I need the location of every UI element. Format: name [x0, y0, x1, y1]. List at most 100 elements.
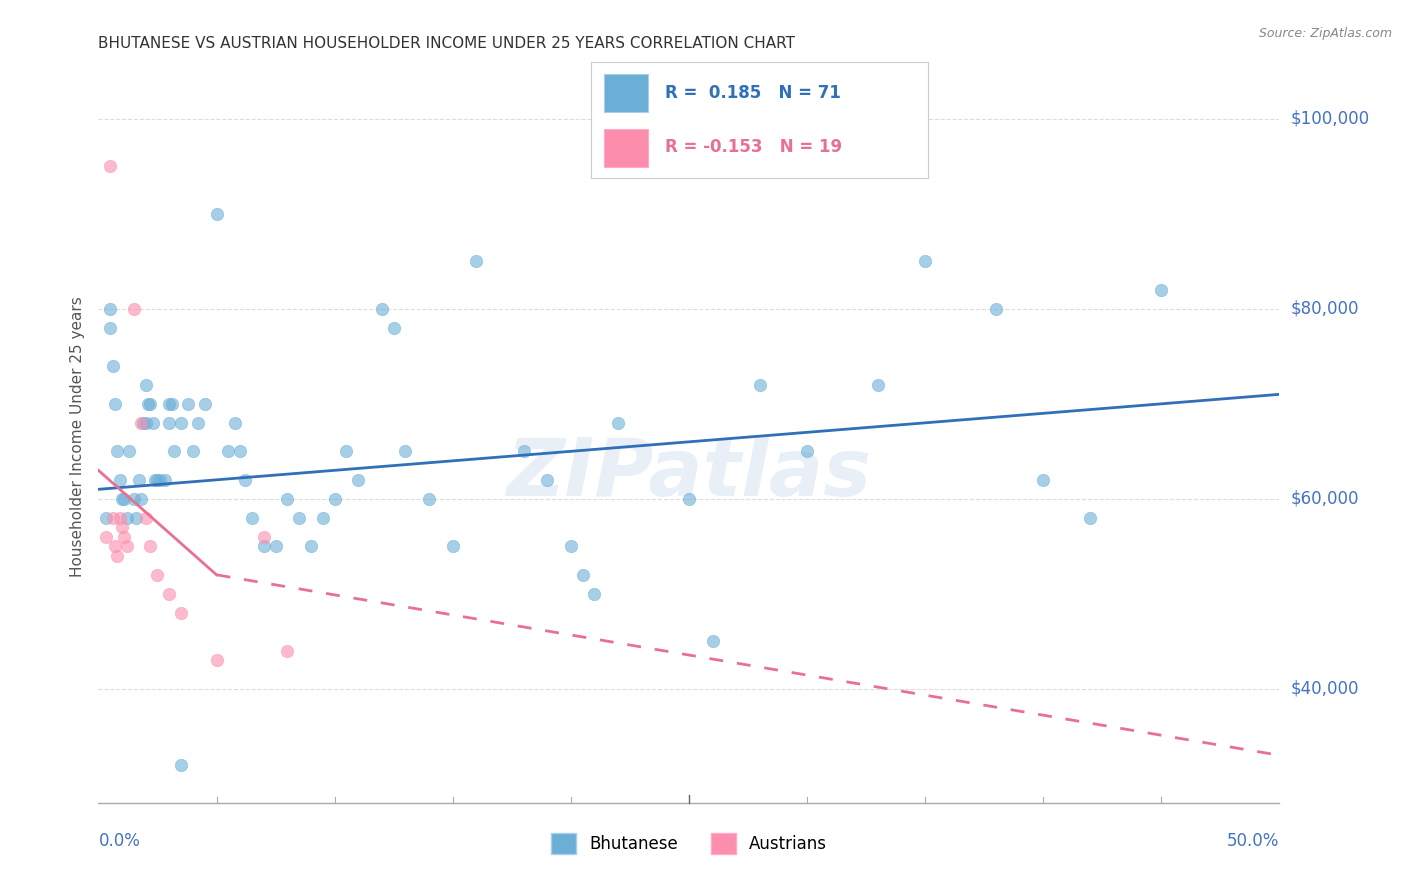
Point [205, 653, 228, 667]
Text: Source: ZipAtlas.com: Source: ZipAtlas.com [1258, 27, 1392, 40]
Text: ZIPatlas: ZIPatlas [506, 434, 872, 513]
Point [194, 397, 217, 411]
Point [394, 444, 416, 458]
Point [288, 511, 311, 525]
Text: BHUTANESE VS AUSTRIAN HOUSEHOLDER INCOME UNDER 25 YEARS CORRELATION CHART: BHUTANESE VS AUSTRIAN HOUSEHOLDER INCOME… [98, 36, 796, 51]
Text: 0.0%: 0.0% [98, 832, 141, 850]
Point [129, 416, 152, 430]
Point [181, 444, 204, 458]
Point [217, 444, 239, 458]
Point [136, 397, 159, 411]
Point [115, 511, 138, 525]
Point [347, 473, 370, 487]
Point [104, 539, 127, 553]
Point [1080, 511, 1102, 525]
Point [163, 444, 186, 458]
Point [276, 644, 298, 658]
Point [122, 491, 145, 506]
Point [122, 301, 145, 316]
Text: 50.0%: 50.0% [1227, 832, 1279, 850]
Point [335, 444, 357, 458]
Point [157, 416, 180, 430]
Point [111, 491, 134, 506]
Point [115, 539, 138, 553]
Point [748, 377, 770, 392]
Point [170, 606, 193, 620]
Point [323, 491, 346, 506]
Point [105, 549, 128, 563]
Point [98, 159, 121, 173]
Point [299, 539, 322, 553]
Point [108, 511, 131, 525]
Text: $40,000: $40,000 [1291, 680, 1360, 698]
Point [98, 301, 121, 316]
Y-axis label: Householder Income Under 25 years: Householder Income Under 25 years [69, 297, 84, 577]
Point [465, 254, 488, 268]
Point [118, 444, 141, 458]
Point [224, 416, 246, 430]
Point [1032, 473, 1054, 487]
Point [139, 539, 162, 553]
Point [128, 473, 150, 487]
Point [149, 473, 172, 487]
Point [146, 567, 169, 582]
Point [229, 444, 252, 458]
Point [571, 567, 593, 582]
Point [253, 539, 276, 553]
Point [129, 491, 152, 506]
Point [678, 491, 700, 506]
Point [177, 397, 200, 411]
Legend: Bhutanese, Austrians: Bhutanese, Austrians [544, 827, 834, 860]
Point [187, 416, 209, 430]
Point [607, 416, 630, 430]
Point [512, 444, 534, 458]
Point [112, 491, 135, 506]
Point [125, 511, 148, 525]
Point [112, 530, 135, 544]
Text: $100,000: $100,000 [1291, 110, 1369, 128]
Point [560, 539, 582, 553]
Point [371, 301, 394, 316]
Point [135, 377, 157, 392]
Point [382, 321, 405, 335]
Point [146, 473, 169, 487]
Point [142, 416, 165, 430]
Point [101, 511, 124, 525]
Point [914, 254, 936, 268]
Point [111, 520, 134, 534]
Point [135, 416, 157, 430]
Point [157, 397, 180, 411]
Point [276, 491, 298, 506]
Point [866, 377, 889, 392]
Point [312, 511, 335, 525]
Point [94, 530, 117, 544]
Point [253, 530, 276, 544]
Point [1150, 283, 1173, 297]
FancyBboxPatch shape [605, 74, 648, 112]
Point [418, 491, 440, 506]
Point [233, 473, 256, 487]
Point [441, 539, 464, 553]
Point [583, 587, 606, 601]
Point [132, 416, 155, 430]
Point [205, 207, 228, 221]
Point [264, 539, 287, 553]
Point [702, 634, 724, 648]
Point [108, 473, 131, 487]
Point [104, 397, 127, 411]
Text: R = -0.153   N = 19: R = -0.153 N = 19 [665, 138, 842, 156]
Point [984, 301, 1007, 316]
Point [160, 397, 183, 411]
Point [139, 397, 162, 411]
Point [143, 473, 166, 487]
Point [153, 473, 176, 487]
Point [240, 511, 263, 525]
Text: $60,000: $60,000 [1291, 490, 1360, 508]
FancyBboxPatch shape [605, 128, 648, 167]
Point [170, 416, 193, 430]
Point [101, 359, 124, 373]
Point [105, 444, 128, 458]
Text: $80,000: $80,000 [1291, 300, 1360, 318]
Point [157, 587, 180, 601]
Point [170, 757, 193, 772]
